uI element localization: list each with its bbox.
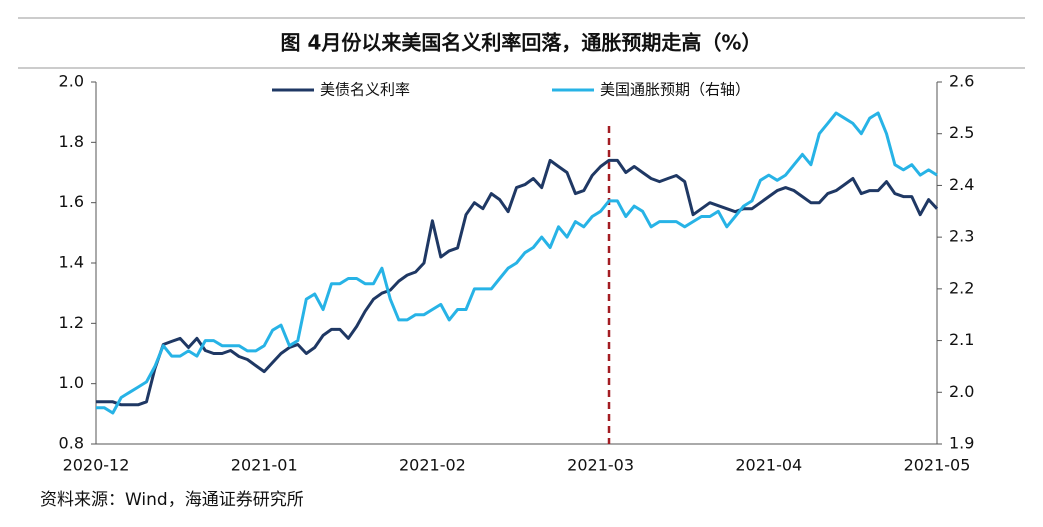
y2-tick-label: 2.2 [949,278,974,297]
x-tick-label: 2021-02 [399,456,466,475]
y2-tick-label: 1.9 [949,434,974,453]
y-tick-label: 0.8 [59,434,84,453]
y2-tick-label: 2.0 [949,382,974,401]
x-tick-label: 2021-04 [735,456,802,475]
y2-tick-label: 2.3 [949,227,974,246]
y2-tick-label: 2.4 [949,175,974,194]
y-tick-label: 1.4 [59,253,84,272]
y2-tick-label: 2.5 [949,123,974,142]
y2-tick-label: 2.1 [949,330,974,349]
x-tick-label: 2020-12 [63,456,130,475]
series-line [96,111,938,415]
y2-tick-label: 2.6 [949,72,974,91]
chart-title: 图 4月份以来美国名义利率回落，通胀预期走高（%） [281,31,762,55]
x-tick-label: 2021-03 [567,456,634,475]
x-tick-label: 2021-05 [904,456,971,475]
y-tick-label: 1.8 [59,132,84,151]
y-tick-label: 1.0 [59,373,84,392]
y-tick-label: 2.0 [59,72,84,91]
y-tick-label: 1.2 [59,313,84,332]
source-note: 资料来源：Wind，海通证券研究所 [40,490,304,510]
legend-label: 美债名义利率 [320,81,410,99]
x-tick-label: 2021-01 [231,456,298,475]
y-tick-label: 1.6 [59,192,84,211]
legend-label: 美国通胀预期（右轴） [600,81,750,99]
series-line [96,158,939,407]
